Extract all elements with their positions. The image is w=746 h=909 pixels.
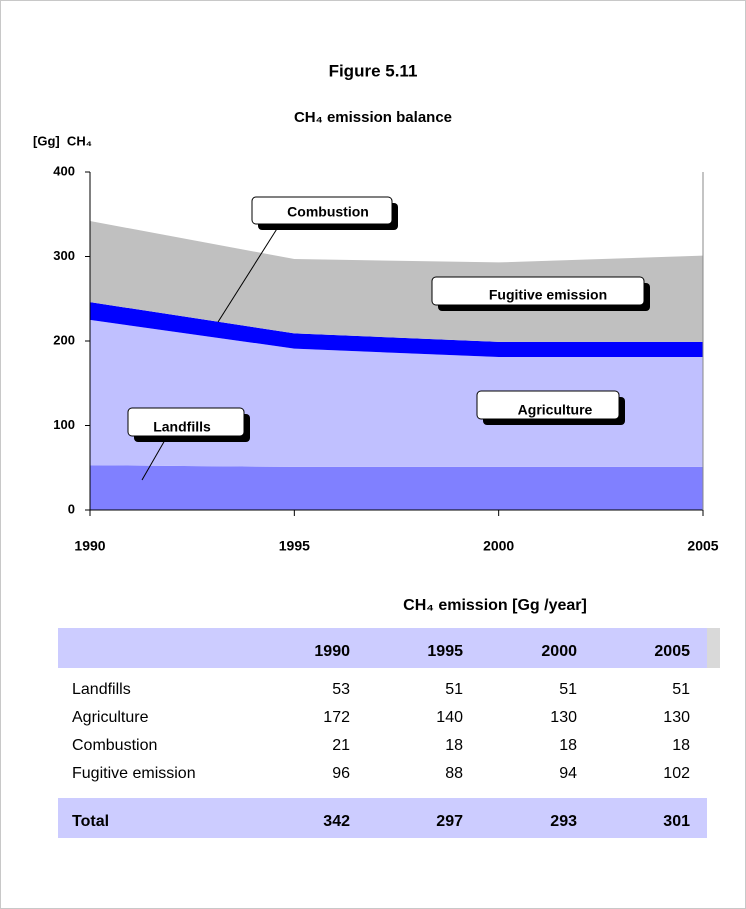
table-header-cell: 2000 <box>541 643 577 660</box>
table-cell: 51 <box>672 681 690 698</box>
x-tick-label: 1990 <box>74 538 105 554</box>
callout-box <box>476 390 620 420</box>
table-cell: 18 <box>559 737 577 754</box>
y-tick-label: 300 <box>53 248 75 263</box>
total-cell: 293 <box>550 813 577 830</box>
row-label: Combustion <box>72 737 157 754</box>
chart-title: Figure 5.11 <box>329 61 418 80</box>
callout-label: Fugitive emission <box>489 287 607 303</box>
total-cell: 297 <box>436 813 463 830</box>
table-cell: 51 <box>559 681 577 698</box>
y-tick-label: 0 <box>68 501 75 516</box>
y-tick-label: 400 <box>53 163 75 178</box>
x-tick-label: 2000 <box>483 538 514 554</box>
table-caption: CH₄ emission [Gg /year] <box>403 597 587 614</box>
leader-line <box>141 439 166 481</box>
total-cell: 301 <box>663 813 690 830</box>
table-header-edge <box>707 628 720 668</box>
callout-box <box>431 276 645 306</box>
table-cell: 18 <box>445 737 463 754</box>
table-cell: 96 <box>332 765 350 782</box>
table-cell: 18 <box>672 737 690 754</box>
table-cell: 51 <box>445 681 463 698</box>
table-total-band <box>58 798 707 838</box>
area <box>90 302 703 358</box>
callout-box <box>251 196 393 225</box>
table-cell: 21 <box>332 737 350 754</box>
table-header-cell: 1990 <box>314 643 350 660</box>
table-cell: 172 <box>323 709 350 726</box>
table-header-cell: 2005 <box>654 643 690 660</box>
table-cell: 140 <box>436 709 463 726</box>
area <box>90 465 703 510</box>
table-header-cell: 1995 <box>427 643 463 660</box>
table-cell: 130 <box>550 709 577 726</box>
area <box>90 221 703 342</box>
table-cell: 102 <box>663 765 690 782</box>
table-cell: 88 <box>445 765 463 782</box>
table-cell: 94 <box>559 765 577 782</box>
total-cell: 342 <box>323 813 350 830</box>
y-axis-label: [Gg] CH₄ <box>33 133 92 148</box>
y-tick-label: 200 <box>53 332 75 347</box>
total-label: Total <box>72 813 109 830</box>
table-header-band <box>58 628 707 668</box>
x-tick-label: 1995 <box>279 538 310 554</box>
callout-box <box>127 407 245 437</box>
row-label: Landfills <box>72 681 131 698</box>
leader-line <box>217 223 281 323</box>
y-tick-label: 100 <box>53 417 75 432</box>
row-label: Agriculture <box>72 709 149 726</box>
table-cell: 53 <box>332 681 350 698</box>
callout-label: Landfills <box>153 419 211 435</box>
table-cell: 130 <box>663 709 690 726</box>
x-tick-label: 2005 <box>687 538 718 554</box>
chart-subtitle: CH₄ emission balance <box>294 109 452 126</box>
row-label: Fugitive emission <box>72 765 196 782</box>
callout-label: Agriculture <box>518 402 593 418</box>
callout-label: Combustion <box>287 204 369 220</box>
